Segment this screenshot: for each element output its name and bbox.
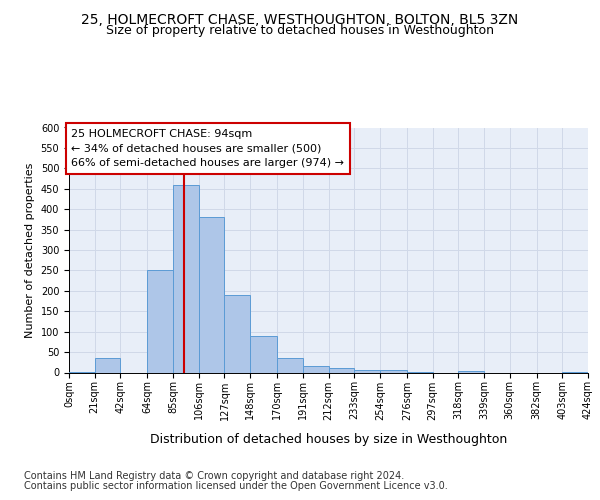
Bar <box>224 295 250 372</box>
Bar <box>277 358 303 372</box>
Bar <box>250 336 277 372</box>
Bar <box>148 270 173 372</box>
Text: Distribution of detached houses by size in Westhoughton: Distribution of detached houses by size … <box>150 432 508 446</box>
Bar <box>173 184 199 372</box>
Text: Size of property relative to detached houses in Westhoughton: Size of property relative to detached ho… <box>106 24 494 37</box>
Bar <box>329 368 354 372</box>
Text: Contains public sector information licensed under the Open Government Licence v3: Contains public sector information licen… <box>24 481 448 491</box>
Y-axis label: Number of detached properties: Number of detached properties <box>25 162 35 338</box>
Text: Contains HM Land Registry data © Crown copyright and database right 2024.: Contains HM Land Registry data © Crown c… <box>24 471 404 481</box>
Bar <box>303 366 329 372</box>
Text: 25 HOLMECROFT CHASE: 94sqm
← 34% of detached houses are smaller (500)
66% of sem: 25 HOLMECROFT CHASE: 94sqm ← 34% of deta… <box>71 128 344 168</box>
Bar <box>199 218 224 372</box>
Bar <box>380 370 407 372</box>
Text: 25, HOLMECROFT CHASE, WESTHOUGHTON, BOLTON, BL5 3ZN: 25, HOLMECROFT CHASE, WESTHOUGHTON, BOLT… <box>82 12 518 26</box>
Bar <box>354 370 380 372</box>
Bar <box>95 358 121 372</box>
